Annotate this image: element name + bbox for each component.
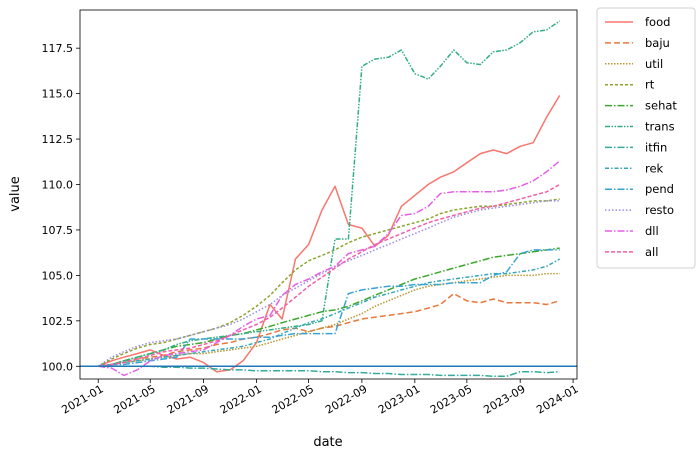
series-line-pend — [98, 249, 560, 368]
x-tick-label: 2021-05 — [111, 382, 157, 416]
series-line-rek — [98, 258, 561, 368]
x-tick-label: 2023-05 — [428, 382, 474, 416]
y-tick-label: 105.0 — [42, 269, 74, 282]
x-tick-label: 2023-01 — [376, 382, 422, 416]
legend-label-itfin: itfin — [645, 140, 667, 154]
y-axis-label: value — [8, 176, 23, 212]
y-tick-label: 110.0 — [42, 179, 74, 192]
legend: food baju util rt sehat trans itfin rek pend rest… — [596, 7, 696, 269]
x-tick-labels: 2021-01 2021-05 2021-09 2022-01 2022-05 2022-… — [59, 379, 581, 417]
x-tick-label: 2022-05 — [270, 382, 316, 416]
legend-label-dll: dll — [645, 224, 659, 238]
x-tick-label: 2022-01 — [218, 382, 264, 416]
legend-frame — [596, 7, 696, 269]
legend-label-baju: baju — [645, 36, 670, 50]
series-line-itfin — [98, 365, 560, 378]
legend-label-sehat: sehat — [645, 99, 677, 113]
legend-label-rt: rt — [645, 78, 655, 92]
plot-area — [80, 10, 577, 379]
series-line-all — [98, 183, 561, 368]
x-tick-label: 2021-09 — [165, 382, 211, 416]
x-tick-label: 2021-01 — [59, 382, 105, 416]
plot-frame — [79, 9, 578, 380]
legend-label-util: util — [645, 57, 663, 71]
x-tick-label: 2023-09 — [481, 382, 527, 416]
legend-label-rek: rek — [645, 161, 664, 175]
y-tick-label: 102.5 — [42, 315, 74, 328]
y-tick-label: 100.0 — [42, 360, 74, 373]
series-line-food — [97, 95, 561, 373]
x-tick-label: 2024-01 — [534, 382, 580, 416]
x-axis-label: date — [313, 435, 342, 450]
y-tick-label: 107.5 — [42, 224, 74, 237]
legend-label-pend: pend — [645, 182, 674, 196]
series-line-rt — [97, 198, 560, 367]
legend-label-resto: resto — [645, 203, 674, 217]
y-tick-label: 117.5 — [42, 42, 74, 55]
y-tick-label: 112.5 — [42, 133, 74, 146]
series-lines — [97, 20, 561, 378]
series-line-sehat — [98, 247, 560, 368]
legend-label-food: food — [645, 15, 670, 29]
legend-label-trans: trans — [645, 120, 675, 134]
y-tick-labels: 100.0 102.5 105.0 107.5 110.0 112.5 115.0 117.5 — [42, 42, 80, 373]
series-line-baju — [98, 292, 560, 368]
y-tick-label: 115.0 — [42, 88, 74, 101]
series-line-resto — [97, 200, 560, 367]
series-line-dll — [98, 160, 561, 377]
series-line-trans — [98, 20, 561, 368]
series-line-util — [98, 272, 560, 368]
x-tick-label: 2022-09 — [323, 382, 369, 416]
legend-label-all: all — [645, 245, 658, 259]
